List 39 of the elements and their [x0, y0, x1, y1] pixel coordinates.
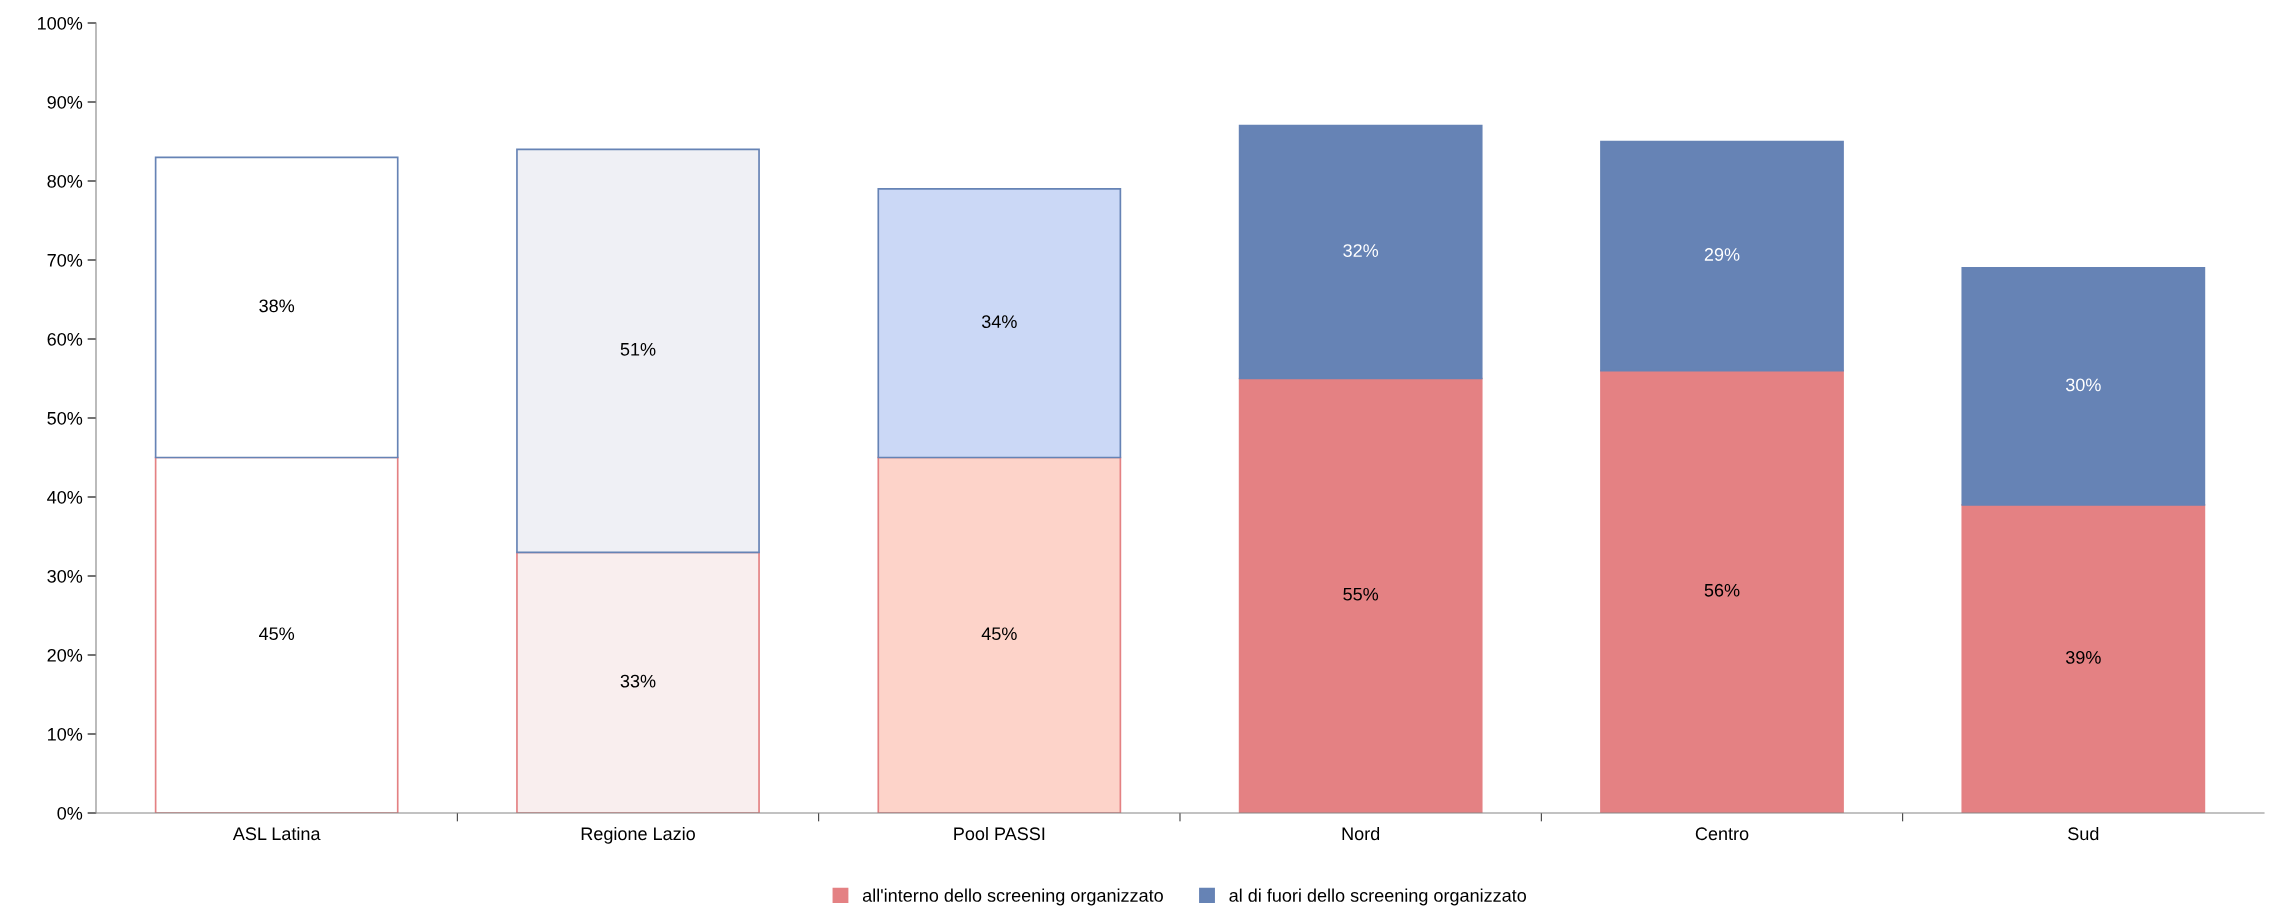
legend-label: all'interno dello screening organizzato [862, 888, 1163, 906]
data-label: 32% [1343, 244, 1379, 257]
y-tick-label: 10% [48, 727, 83, 741]
bar [1961, 267, 2206, 506]
bar [1600, 140, 1844, 372]
y-tick-label: 40% [47, 490, 83, 504]
y-tick-label: 80% [47, 174, 83, 188]
y-tick-label: 0% [57, 806, 83, 820]
x-tick-label: Nord [1342, 826, 1380, 841]
data-label: 55% [1343, 587, 1379, 601]
bar [1238, 124, 1483, 380]
y-tick-label: 60% [47, 332, 83, 346]
y-tick-label: 100% [38, 16, 83, 30]
y-tick-label: 20% [47, 648, 83, 662]
y-tick-label: 30% [47, 569, 83, 583]
bar [877, 456, 1122, 813]
data-label: 56% [1704, 583, 1740, 597]
data-label: 29% [1704, 248, 1740, 261]
bar [1600, 369, 1844, 813]
y-tick-label: 70% [47, 253, 83, 267]
x-tick-label: Pool PASSI [954, 826, 1045, 841]
data-label: 34% [981, 315, 1017, 329]
data-label: 39% [2065, 651, 2101, 664]
data-label: 38% [259, 299, 295, 313]
data-label: 51% [620, 342, 656, 356]
bar [1961, 504, 2206, 813]
data-label: 45% [981, 627, 1017, 641]
y-tick-label: 90% [47, 95, 83, 109]
x-tick-label: Sud [2068, 826, 2099, 841]
x-tick-label: ASL Latina [232, 826, 321, 841]
x-tick-label: Centro [1695, 827, 1749, 841]
data-label: 30% [2065, 378, 2101, 392]
data-label: 33% [620, 674, 656, 688]
y-tick-label: 50% [47, 411, 83, 425]
data-label: 45% [259, 627, 295, 641]
bar [877, 188, 1122, 459]
x-tick-label: Regione Lazio [581, 826, 695, 844]
legend-label: al di fuori dello screening organizzato [1229, 888, 1527, 906]
bar [1238, 377, 1483, 813]
